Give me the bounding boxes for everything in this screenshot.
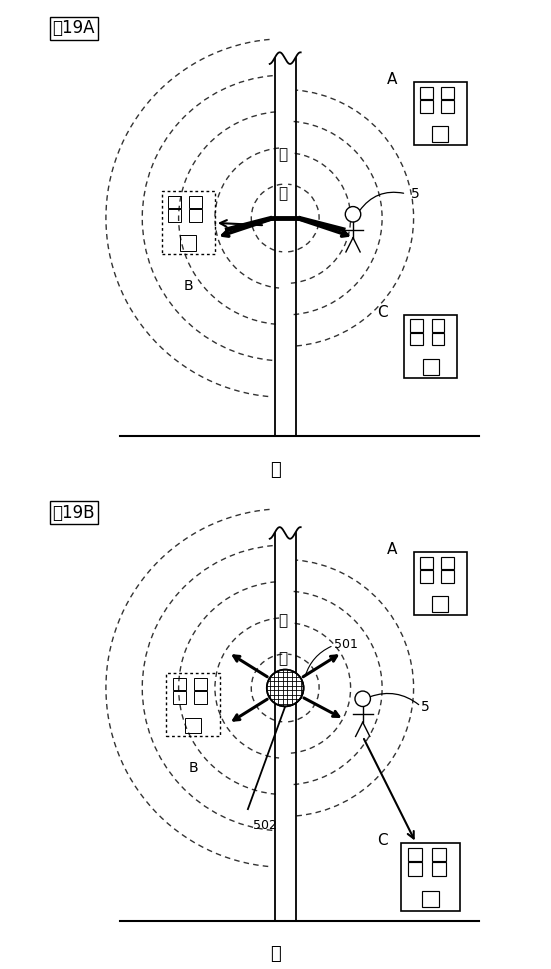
Bar [432,597,448,612]
Text: 5: 5 [421,701,430,714]
Bar [441,100,454,112]
Text: C: C [377,305,387,320]
Text: 図19B: 図19B [53,504,95,522]
Bar [414,552,467,615]
Text: 501: 501 [334,638,358,651]
Bar [431,862,446,876]
Text: A: A [387,73,397,87]
Text: 川: 川 [278,651,287,667]
Bar [431,320,445,332]
Bar [408,848,423,861]
Bar [420,100,433,112]
Bar [432,127,448,142]
Text: C: C [377,833,387,848]
Bar [190,196,202,208]
Bar [410,320,423,332]
Text: 502: 502 [253,819,277,831]
Bar [420,87,433,100]
Bar [166,673,220,736]
Text: 海: 海 [270,946,281,963]
Circle shape [355,691,370,706]
Text: B: B [183,279,193,293]
Bar [168,209,181,222]
Bar [194,678,207,691]
Bar [161,192,215,255]
Bar [173,678,186,691]
Bar [185,717,201,734]
Bar [190,209,202,222]
Bar [431,848,446,861]
Text: 図19A: 図19A [53,19,95,38]
Circle shape [345,206,361,222]
Bar [441,570,454,582]
Bar [173,691,186,703]
Bar [422,891,439,907]
Text: 5: 5 [411,187,420,201]
Bar [404,315,457,378]
Bar [441,557,454,570]
Bar [410,332,423,345]
Text: 河: 河 [278,612,287,628]
Bar [180,235,196,251]
Bar [420,570,433,582]
Text: 海: 海 [270,461,281,479]
Circle shape [267,670,304,706]
Bar [402,843,460,911]
Text: A: A [387,543,397,557]
Text: 河: 河 [278,147,287,163]
Bar [431,332,445,345]
Bar [414,82,467,145]
Bar [408,862,423,876]
Bar [168,196,181,208]
Bar [441,87,454,100]
Text: B: B [188,761,198,774]
Bar [420,557,433,570]
Text: 川: 川 [278,186,287,202]
Bar [194,691,207,703]
Bar [423,359,439,375]
